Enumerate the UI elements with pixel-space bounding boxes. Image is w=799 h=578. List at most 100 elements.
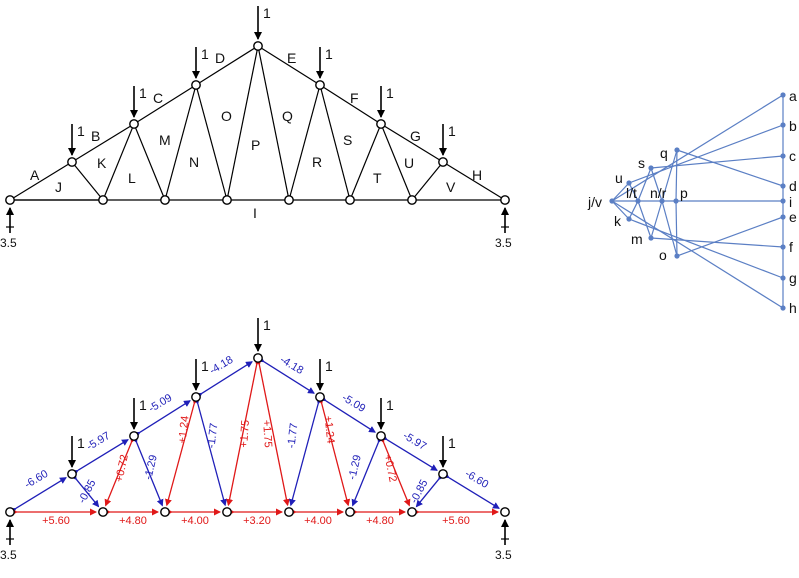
force-bottom-7: +5.60 — [442, 515, 470, 527]
fp-ray-b — [628, 124, 784, 184]
load-label-2: 1 — [139, 85, 147, 101]
web-member-11 — [380, 123, 413, 201]
top-chord-member-4 — [195, 45, 259, 86]
truss-node-lower-7 — [376, 431, 386, 441]
truss-loads-lower: 1 1 1 1 1 1 1 — [68, 317, 456, 468]
reaction-label-2: 3.5 — [495, 236, 512, 250]
truss-node-4 — [191, 80, 201, 90]
force-web-10: -1.29 — [346, 454, 363, 481]
truss-nodes-lower — [5, 353, 510, 517]
fp-point-a — [780, 92, 786, 98]
load-label-3: 1 — [201, 358, 209, 374]
reaction-label-1: 3.5 — [0, 236, 17, 250]
fp-label-a: a — [789, 88, 797, 104]
zone-label-n: N — [189, 154, 199, 170]
truss-node-5 — [253, 41, 263, 51]
truss-nodes — [5, 41, 510, 205]
truss-node-lower-14 — [345, 507, 355, 517]
truss-node-lower-2 — [67, 469, 77, 479]
top-chord-force-labels: -6.60 -5.97 -5.09 -4.18 -4.18 -5.09 -5.9… — [23, 354, 491, 491]
force-bottom-3: +4.00 — [181, 515, 209, 527]
fp-label-e: e — [789, 209, 797, 225]
web-force-arrow-5 — [192, 397, 227, 507]
force-polygon-diagram: a b c d e f g h i j/v l/t n/r p u s q k … — [587, 88, 797, 316]
truss-node-11 — [160, 195, 170, 205]
fp-web-6 — [675, 149, 678, 202]
truss-node-lower-1 — [5, 507, 15, 517]
fp-web-9 — [637, 200, 652, 239]
web-force-arrow-3 — [131, 435, 164, 507]
truss-node-9 — [500, 195, 510, 205]
zone-label-v: V — [446, 179, 456, 195]
zone-labels: A B C D E F G H I J K L M N O P Q R S T … — [30, 50, 482, 221]
web-force-arrow-4 — [165, 397, 200, 507]
fp-web-8 — [628, 200, 639, 220]
truss-node-2 — [67, 157, 77, 167]
fp-point-m — [648, 235, 654, 241]
fp-point-b — [780, 122, 786, 128]
fp-web-10 — [650, 200, 663, 239]
fp-point-u — [626, 180, 632, 186]
force-web-2: +0.72 — [113, 454, 131, 484]
fp-web-12 — [675, 200, 678, 257]
top-chord-force-arrow-8 — [442, 471, 500, 509]
web-force-arrow-10 — [351, 435, 384, 507]
fp-label-b: b — [789, 118, 797, 134]
force-bottom-5: +4.00 — [304, 515, 332, 527]
load-label-3: 1 — [201, 46, 209, 62]
fp-label-h: h — [789, 300, 797, 316]
fp-web-4 — [650, 167, 663, 202]
fp-point-lt — [635, 198, 641, 204]
force-bottom-4: +3.20 — [243, 515, 271, 527]
truss-node-12 — [222, 195, 232, 205]
fp-ray-h — [611, 200, 784, 309]
zone-label-f: F — [350, 90, 359, 106]
load-label-1: 1 — [77, 123, 85, 139]
zone-label-g: G — [410, 128, 421, 144]
fp-ray-f — [650, 237, 784, 248]
fp-label-d: d — [789, 178, 797, 194]
load-label-5: 1 — [325, 46, 333, 62]
truss-node-3 — [129, 119, 139, 129]
web-force-arrow-12 — [415, 472, 446, 508]
truss-node-lower-9 — [500, 507, 510, 517]
zone-label-u: U — [404, 155, 414, 171]
force-web-8: -1.77 — [286, 422, 301, 448]
truss-force-diagram: 1 1 1 1 1 1 1 3.5 3.5 -6.60 -5.97 -5.09 -4.18 -… — [0, 317, 512, 562]
fp-point-nr — [659, 198, 665, 204]
zone-label-t: T — [373, 170, 382, 186]
zone-label-h: H — [472, 167, 482, 183]
truss-node-lower-11 — [160, 507, 170, 517]
truss-node-15 — [407, 195, 417, 205]
web-member-10 — [349, 123, 382, 201]
web-force-arrow-1 — [69, 472, 100, 508]
fp-label-g: g — [789, 270, 797, 286]
zone-label-k: K — [97, 155, 107, 171]
force-web-1: -0.85 — [76, 478, 98, 506]
web-member-5 — [195, 84, 228, 201]
truss-node-lower-13 — [284, 507, 294, 517]
truss-node-lower-12 — [222, 507, 232, 517]
load-label-7: 1 — [448, 435, 456, 451]
force-web-9: +1.24 — [322, 415, 337, 444]
fp-label-lt: l/t — [626, 185, 637, 201]
web-member-9 — [319, 84, 351, 201]
web-member-12 — [411, 161, 444, 201]
fp-label-jv: j/v — [587, 194, 602, 210]
fp-point-h — [780, 305, 786, 311]
force-top-4: -4.18 — [208, 354, 236, 377]
truss-node-14 — [345, 195, 355, 205]
fp-point-k — [626, 216, 632, 222]
fp-label-s: s — [638, 155, 645, 171]
load-label-6: 1 — [386, 85, 394, 101]
fp-web-7 — [611, 200, 630, 220]
force-top-2: -5.97 — [85, 430, 113, 453]
fp-ray-c — [650, 155, 784, 169]
fp-ray-e — [676, 216, 784, 257]
force-top-8: -6.60 — [463, 468, 491, 491]
load-label-1: 1 — [77, 435, 85, 451]
truss-space-diagram: 1 1 1 1 1 1 1 3.5 3.5 A B C D E F G H I J K L M… — [0, 5, 512, 250]
truss-reactions: 3.5 3.5 — [0, 207, 512, 250]
load-label-2: 1 — [139, 397, 147, 413]
